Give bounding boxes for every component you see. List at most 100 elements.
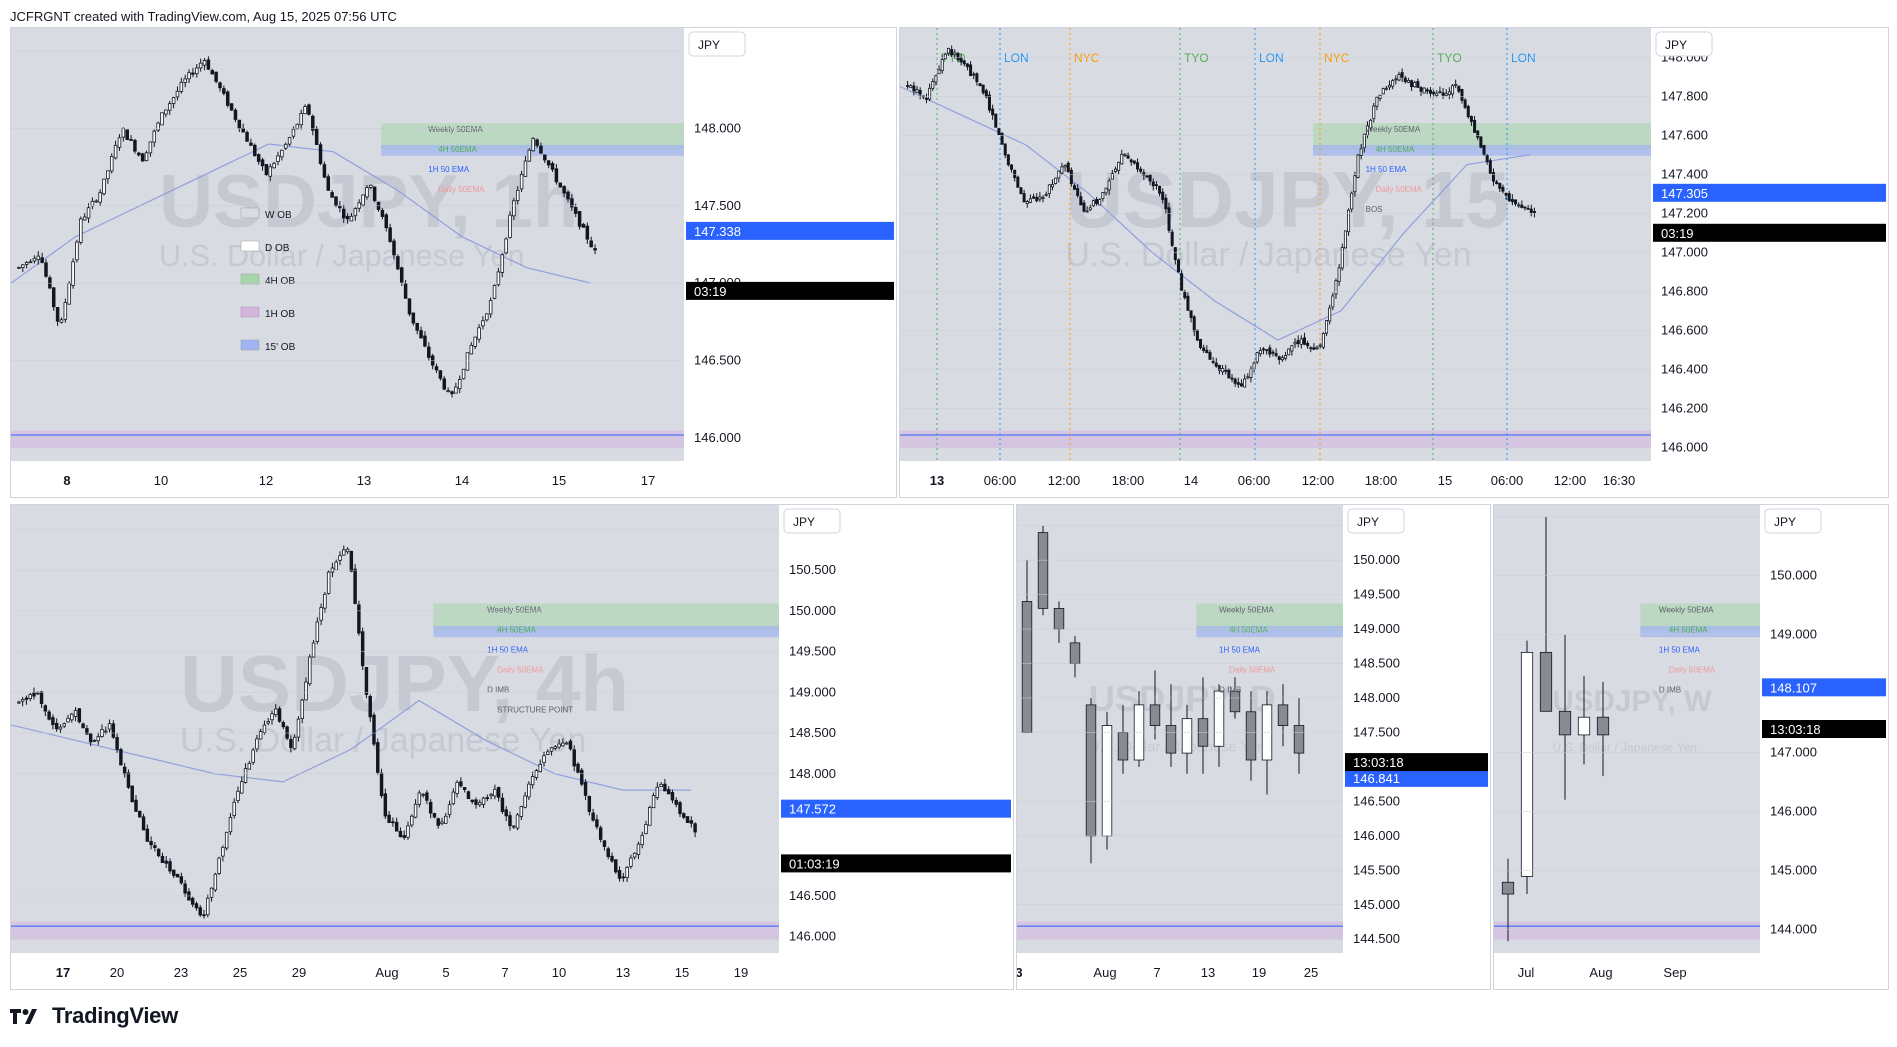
candle-body [111, 723, 116, 738]
candle-body [266, 721, 270, 724]
currency-box [1347, 508, 1405, 534]
candle-body [280, 149, 284, 158]
candle-body [134, 799, 138, 812]
annotation-1h-50-ema: 1H 50 EMA [487, 646, 529, 655]
tradingview-brand: TradingView [52, 1003, 178, 1028]
candle-body [1032, 196, 1036, 199]
price-label: 147.305 [1661, 186, 1708, 201]
y-tick-label: 146.400 [1661, 361, 1708, 376]
candle-body [508, 214, 512, 238]
y-tick-label: 148.000 [1353, 690, 1400, 705]
candle-body [36, 692, 40, 695]
candle-body [1328, 307, 1332, 322]
chart-panel-4h[interactable]: USDJPY, 4h U.S. Dollar / Japanese Yen Week… [10, 504, 1014, 990]
price-scale [1760, 505, 1888, 989]
candle-body [561, 742, 565, 747]
legend-swatch [240, 339, 260, 351]
currency-label: JPY [1357, 515, 1379, 529]
candle-body [1158, 186, 1162, 194]
candle-body [341, 208, 346, 219]
candle-body [462, 787, 467, 790]
chart-panel-daily[interactable]: USDJPY, D U.S. Dollar / Japanese Yen Weekl… [1016, 504, 1491, 990]
candle-body [399, 267, 404, 283]
x-tick-label: 10 [552, 965, 566, 980]
candle-body [1003, 143, 1007, 156]
candle-body [1501, 881, 1515, 895]
candle-body [991, 108, 995, 116]
candle-body [1041, 197, 1045, 199]
candle-body [585, 225, 590, 240]
candle-body [314, 128, 319, 145]
candle-body [1224, 368, 1228, 372]
x-tick-label: 13 [357, 473, 371, 488]
y-tick-label: 146.200 [1661, 400, 1708, 415]
x-tick-label: 18:00 [1365, 473, 1398, 488]
price-scale [684, 28, 896, 497]
candle-body [119, 749, 123, 766]
ltf-ob-band [1640, 625, 1760, 638]
candle-body [666, 789, 671, 795]
chart-panel-weekly[interactable]: USDJPY, W U.S. Dollar / Japanese Yen Weekl… [1493, 504, 1889, 990]
chart-panel-1h[interactable]: USDJPY, 1h U.S. Dollar / Japanese Yen Week… [10, 27, 897, 498]
candle-body [1205, 349, 1209, 354]
annotation-daily-50ema: Daily 50EMA [1229, 666, 1276, 675]
x-tick-label: 25 [233, 965, 247, 980]
x-tick-label: 19 [734, 965, 748, 980]
candle-body [1539, 651, 1553, 712]
candle-body [240, 781, 244, 794]
candle-body [326, 571, 331, 594]
y-tick-label: 150.000 [789, 603, 836, 618]
candle-body [625, 866, 629, 878]
plot-area [1017, 505, 1343, 953]
legend-swatch [240, 240, 260, 252]
candle-body [1167, 207, 1171, 231]
candle-body [1435, 92, 1439, 96]
candle-body [543, 154, 547, 161]
watermark-symbol: USDJPY, 15 [1065, 155, 1510, 244]
p1-svg: USDJPY, 1hU.S. Dollar / Japanese Yen Week… [11, 28, 896, 497]
candle-body [402, 835, 406, 838]
candle-body [651, 795, 656, 809]
watermark-symbol: USDJPY, 4h [180, 639, 629, 728]
y-tick-label: 150.000 [1770, 568, 1817, 583]
candle-body [140, 153, 145, 162]
x-tick-label: 5 [442, 965, 449, 980]
candle-body [183, 883, 187, 894]
x-tick-label: 13 [616, 965, 630, 980]
x-tick-label: 14 [455, 473, 469, 488]
candle-body [1514, 199, 1518, 205]
candle-body [1173, 247, 1177, 261]
candle-body [398, 830, 403, 838]
candle-body [1013, 169, 1017, 179]
candle-body [1362, 133, 1366, 149]
candle-body [383, 793, 388, 817]
candle-body [488, 299, 493, 315]
annotation-weekly-50ema: Weekly 50EMA [428, 125, 483, 134]
x-tick-label: 12:00 [1302, 473, 1335, 488]
candle-body [1331, 295, 1335, 308]
countdown-label-box [1762, 720, 1886, 738]
candle-body [606, 848, 610, 857]
x-tick-label: Jul [1518, 965, 1535, 980]
candle-body [66, 717, 70, 723]
plot-area [11, 505, 779, 953]
candle-body [1054, 177, 1058, 184]
y-tick-label: 144.000 [1770, 921, 1817, 936]
annotation-4h-50ema: 4H 50EMA [1376, 145, 1415, 154]
candle-body [1340, 247, 1344, 269]
candle-body [432, 813, 437, 818]
chart-panel-15m[interactable]: USDJPY, 15 U.S. Dollar / Japanese Yen TYO L… [899, 27, 1889, 498]
price-label-box [686, 221, 894, 240]
annotation-daily-50ema: Daily 50EMA [497, 666, 544, 675]
candle-body [256, 154, 261, 162]
candle-body [1101, 725, 1113, 837]
price-label: 148.107 [1770, 680, 1817, 695]
candle-body [360, 631, 365, 667]
candle-body [915, 89, 919, 94]
candle-body [1265, 349, 1269, 352]
candle-body [183, 78, 187, 83]
y-tick-label: 147.200 [1661, 205, 1708, 220]
candle-body [258, 731, 263, 740]
candle-body [969, 64, 973, 77]
candle-body [122, 766, 127, 775]
